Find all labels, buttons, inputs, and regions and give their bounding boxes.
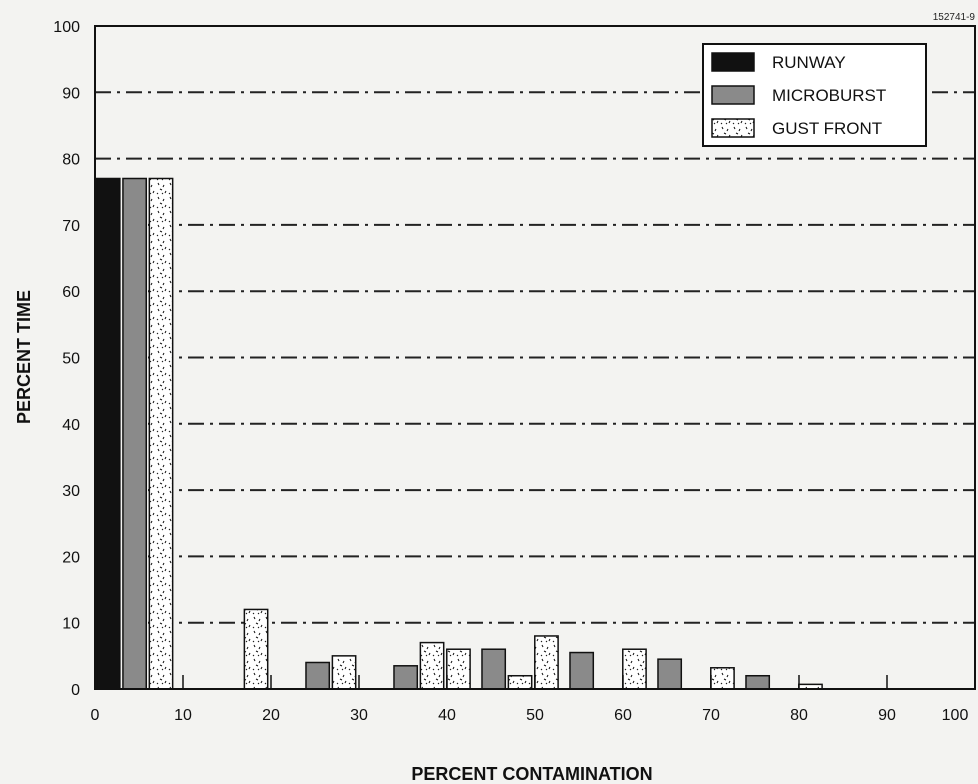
- x-tick-label: 10: [174, 707, 192, 724]
- x-tick-label: 40: [438, 707, 456, 724]
- y-tick-label: 20: [62, 549, 80, 566]
- x-tick-label: 80: [790, 707, 808, 724]
- bar: [622, 648, 647, 690]
- y-tick-label: 40: [62, 417, 80, 434]
- bar: [446, 648, 471, 690]
- legend-label: RUNWAY: [772, 53, 846, 72]
- bar: [710, 667, 735, 690]
- y-tick-label: 90: [62, 85, 80, 102]
- legend-swatch: [711, 118, 755, 138]
- bar: [481, 648, 507, 690]
- bar: [95, 177, 121, 690]
- bar: [569, 651, 595, 690]
- bar: [148, 177, 174, 690]
- legend-label: GUST FRONT: [772, 119, 882, 138]
- x-tick-label: 90: [878, 707, 896, 724]
- legend-label: MICROBURST: [772, 86, 886, 105]
- x-tick-label: 100: [942, 707, 969, 724]
- y-ticks: 0 10 20 30 40 50 60 70 80 90 100: [53, 19, 80, 699]
- bar: [243, 608, 269, 690]
- x-tick-label: 50: [526, 707, 544, 724]
- bar: [305, 661, 331, 690]
- bar: [534, 635, 559, 690]
- bar: [419, 641, 445, 690]
- gridlines: [95, 91, 975, 624]
- bar: [122, 177, 148, 690]
- y-tick-label: 70: [62, 218, 80, 235]
- y-axis-title: PERCENT TIME: [14, 290, 34, 424]
- y-tick-label: 60: [62, 284, 80, 301]
- y-tick-label: 10: [62, 616, 80, 633]
- y-tick-label: 100: [53, 19, 80, 36]
- figure-id: 152741-9: [933, 12, 976, 23]
- legend-swatch: [711, 85, 755, 105]
- y-tick-label: 80: [62, 152, 80, 169]
- bar: [507, 674, 533, 690]
- x-tick-label: 30: [350, 707, 368, 724]
- x-ticks: 0 10 20 30 40 50 60 70 80 90 100: [91, 675, 969, 724]
- y-tick-label: 30: [62, 483, 80, 500]
- x-tick-label: 60: [614, 707, 632, 724]
- y-tick-label: 0: [71, 682, 80, 699]
- x-tick-label: 70: [702, 707, 720, 724]
- y-tick-label: 50: [62, 351, 80, 368]
- bar: [657, 658, 683, 690]
- legend-swatch: [711, 52, 755, 72]
- bar: [393, 665, 419, 690]
- x-axis-title: PERCENT CONTAMINATION: [411, 764, 652, 784]
- bar: [745, 674, 771, 690]
- x-tick-label: 0: [91, 707, 100, 724]
- bars: [95, 177, 823, 690]
- legend: RUNWAY MICROBURST GUST FRONT: [702, 43, 927, 147]
- x-tick-label: 20: [262, 707, 280, 724]
- bar: [331, 655, 357, 690]
